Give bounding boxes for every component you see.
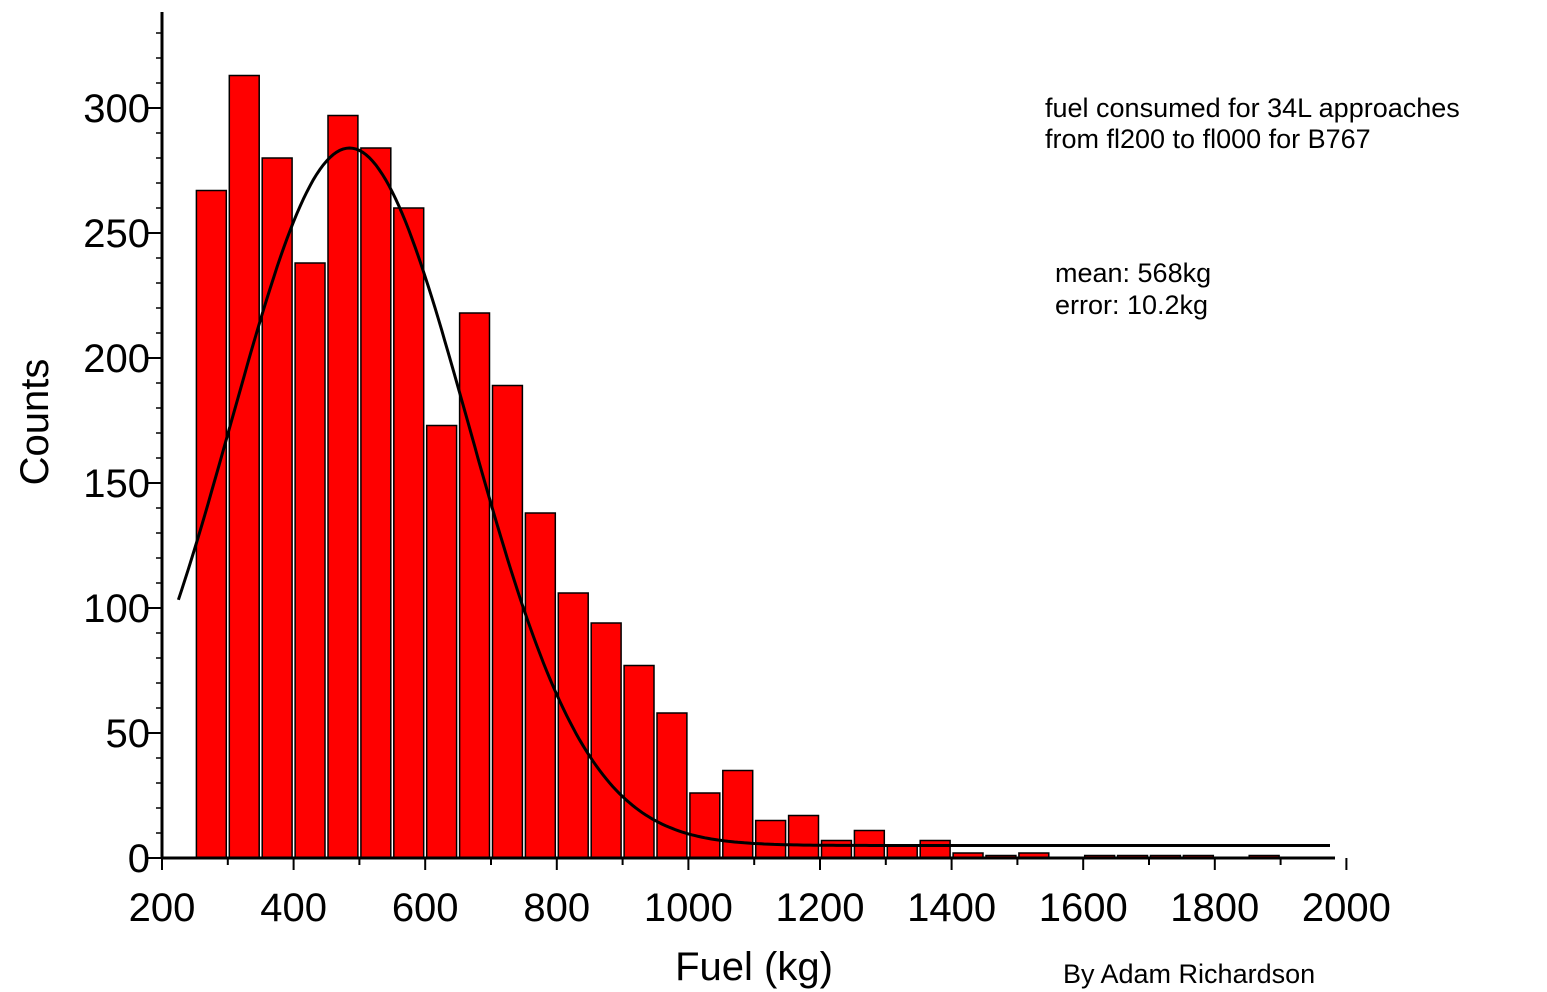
x-tick-label: 2000: [1302, 886, 1391, 930]
x-tick-label: 1200: [776, 886, 865, 930]
histogram-bar-700: [491, 384, 524, 859]
y-tick-label: 0: [128, 837, 150, 881]
author-credit: By Adam Richardson: [1063, 959, 1315, 989]
tick-labels-group: 200 400 600 800 1000 1200 1400 1600 1800 2000 0 50 1…: [83, 87, 1391, 930]
x-tick-label: 200: [129, 886, 196, 930]
histogram-bar-750: [524, 512, 557, 859]
fit-curve: [176, 146, 1330, 847]
histogram-bar-1200: [820, 839, 853, 859]
axes-group: [160, 12, 1335, 860]
x-axis-title: Fuel (kg): [675, 945, 833, 989]
x-tick-label: 600: [392, 886, 459, 930]
x-tick-label: 800: [523, 886, 590, 930]
y-tick-label: 50: [106, 712, 151, 756]
histogram-bar-900: [623, 664, 655, 859]
y-tick-label: 100: [83, 587, 150, 631]
x-tick-label: 400: [260, 886, 327, 930]
histogram-bar-450: [327, 114, 359, 859]
y-tick-label: 200: [83, 337, 150, 381]
bars-group: [195, 74, 1280, 859]
histogram-bar-1100: [754, 819, 787, 859]
histogram-bar-400: [294, 262, 326, 859]
x-tick-label: 1600: [1039, 886, 1128, 930]
x-tick-label: 1000: [644, 886, 733, 930]
histogram-bar-850: [590, 622, 622, 859]
histogram-bar-300: [228, 74, 260, 859]
x-tick-label: 1800: [1170, 886, 1259, 930]
histogram-bar-500: [360, 147, 392, 859]
histogram-bar-650: [458, 312, 491, 859]
y-tick-label: 300: [83, 87, 150, 131]
histogram-bar-1350: [919, 839, 951, 859]
histogram-bar-950: [656, 712, 688, 859]
histogram-bar-550: [393, 207, 425, 859]
annotation-description-line-2: from fl200 to fl000 for B767: [1045, 124, 1371, 154]
y-axis-title: Counts: [13, 359, 57, 486]
ticks-group: [148, 32, 1348, 870]
y-tick-label: 250: [83, 212, 150, 256]
x-tick-label: 1400: [907, 886, 996, 930]
histogram-bar-1000: [689, 792, 721, 859]
histogram-bar-350: [261, 157, 293, 859]
y-tick-label: 150: [83, 462, 150, 506]
histogram-bar-1150: [787, 814, 820, 859]
histogram-bar-1050: [722, 769, 754, 859]
histogram-bar-600: [425, 424, 458, 859]
histogram-bar-1300: [886, 844, 918, 859]
annotation-error: error: 10.2kg: [1055, 290, 1208, 320]
annotation-mean: mean: 568kg: [1055, 258, 1211, 288]
annotation-description-line-1: fuel consumed for 34L approaches: [1045, 93, 1460, 123]
